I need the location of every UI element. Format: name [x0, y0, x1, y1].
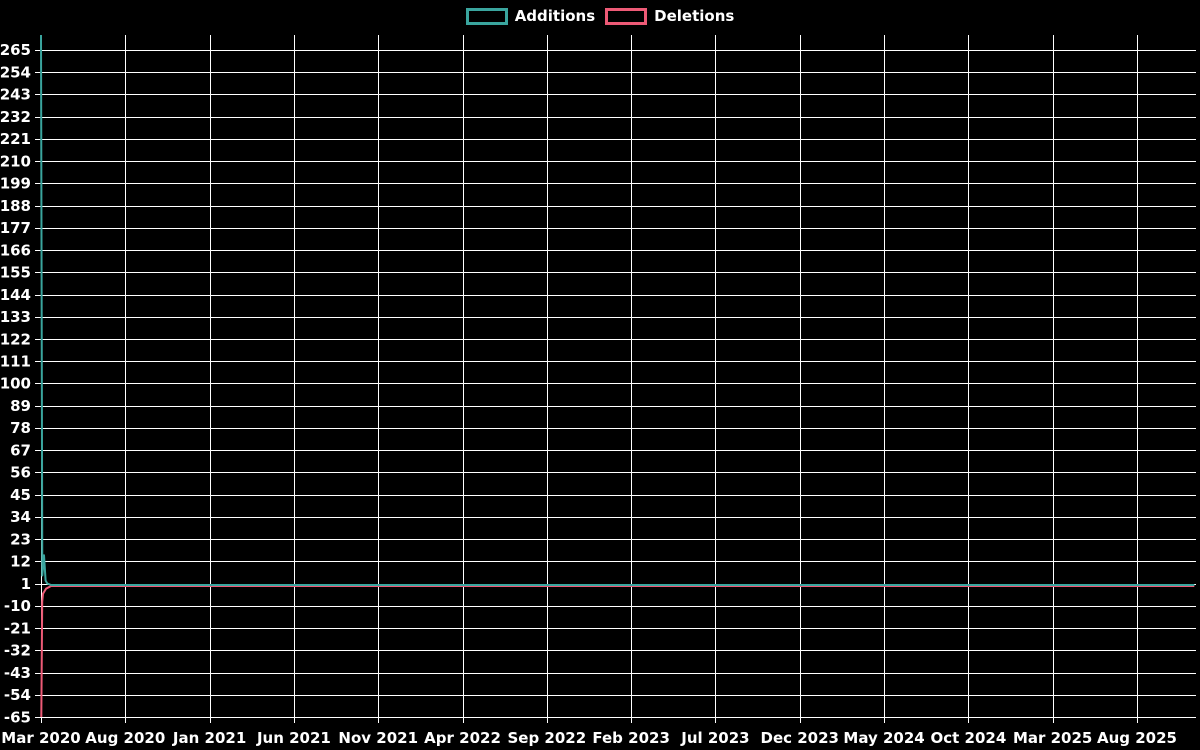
grid — [35, 35, 1196, 723]
y-tick-label: 144 — [0, 286, 31, 304]
legend-swatch-additions-icon — [465, 7, 508, 25]
y-tick-label: 133 — [0, 308, 31, 326]
y-tick-label: 56 — [10, 464, 31, 482]
legend-item-additions[interactable]: Additions — [465, 7, 596, 25]
x-tick-label: Mar 2020 — [1, 729, 80, 747]
y-tick-label: -54 — [4, 686, 31, 704]
x-tick-label: May 2024 — [843, 729, 924, 747]
y-tick-label: 155 — [0, 264, 31, 282]
x-tick-label: Nov 2021 — [338, 729, 418, 747]
y-tick-label: 67 — [10, 441, 31, 459]
x-tick-label: Aug 2020 — [85, 729, 165, 747]
chart-legend: Additions Deletions — [0, 7, 1200, 25]
x-tick-label: Dec 2023 — [761, 729, 840, 747]
x-tick-label: Feb 2023 — [592, 729, 670, 747]
additions-line — [40, 34, 1195, 586]
legend-swatch-deletions-icon — [605, 7, 648, 25]
x-tick-label: Aug 2025 — [1097, 729, 1177, 747]
y-tick-label: 210 — [0, 152, 31, 170]
x-tick-label: Oct 2024 — [930, 729, 1006, 747]
y-tick-label: 45 — [10, 486, 31, 504]
x-tick-label: Jun 2021 — [256, 729, 331, 747]
y-tick-label: -65 — [4, 708, 31, 726]
y-tick-label: 78 — [10, 419, 31, 437]
y-tick-label: 1 — [21, 575, 31, 593]
legend-label-additions: Additions — [514, 7, 596, 25]
y-tick-label: 254 — [0, 63, 31, 81]
y-tick-label: 12 — [10, 553, 31, 571]
x-tick-label: Jan 2021 — [172, 729, 246, 747]
y-tick-label: 243 — [0, 86, 31, 104]
y-tick-label: 177 — [0, 219, 31, 237]
y-tick-label: 34 — [10, 508, 31, 526]
y-tick-label: 100 — [0, 375, 31, 393]
x-tick-label: Mar 2025 — [1013, 729, 1092, 747]
y-tick-label: -32 — [4, 642, 31, 660]
x-tick-label: Jul 2023 — [680, 729, 749, 747]
y-tick-label: 232 — [0, 108, 31, 126]
y-tick-label: 23 — [10, 530, 31, 548]
y-tick-label: 111 — [0, 352, 31, 370]
legend-item-deletions[interactable]: Deletions — [605, 7, 734, 25]
x-tick-label: Apr 2022 — [424, 729, 501, 747]
y-tick-label: 166 — [0, 241, 31, 259]
deletions-line — [40, 585, 1195, 718]
y-tick-label: -43 — [4, 664, 31, 682]
y-tick-label: -21 — [4, 619, 31, 637]
y-tick-label: -10 — [4, 597, 31, 615]
y-tick-label: 122 — [0, 330, 31, 348]
y-tick-label: 199 — [0, 175, 31, 193]
y-tick-label: 89 — [10, 397, 31, 415]
y-tick-label: 221 — [0, 130, 31, 148]
legend-label-deletions: Deletions — [654, 7, 735, 25]
x-tick-label: Sep 2022 — [507, 729, 586, 747]
y-tick-label: 265 — [0, 41, 31, 59]
y-tick-label: 188 — [0, 197, 31, 215]
